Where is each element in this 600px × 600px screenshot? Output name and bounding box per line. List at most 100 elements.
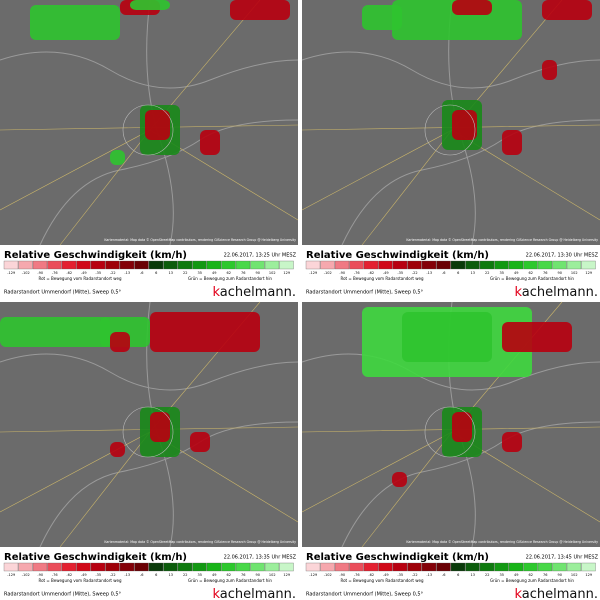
legend-label: -62 — [66, 271, 72, 275]
legend-swatch — [566, 260, 582, 270]
radar-echo — [110, 332, 130, 352]
legend-swatch — [90, 260, 106, 270]
legend-swatch — [392, 260, 408, 270]
radar-echo — [150, 312, 260, 352]
legend-swatch — [32, 562, 48, 572]
legend-label: -13 — [124, 271, 130, 275]
legend-swatch — [206, 260, 222, 270]
legend-label: -13 — [426, 271, 432, 275]
legend-label: 90 — [256, 573, 260, 577]
legend-swatch — [320, 260, 335, 270]
radar-echo — [452, 110, 477, 140]
legend-swatch — [105, 260, 120, 270]
legend-swatch — [192, 260, 207, 270]
legend-label: 62 — [529, 271, 533, 275]
legend-label: -6 — [442, 271, 446, 275]
radar-panel: Kartenmaterial: Map data © OpenStreetMap… — [301, 0, 600, 300]
legend-label: 22 — [485, 573, 489, 577]
legend-swatch — [363, 260, 379, 270]
legend-label: 35 — [500, 573, 504, 577]
legend-swatch — [61, 562, 77, 572]
legend-swatch — [552, 562, 567, 572]
legend-swatch — [508, 260, 524, 270]
brand: kachelmann. — [514, 285, 598, 300]
radar-echo — [110, 150, 125, 165]
legend-swatch — [421, 562, 437, 572]
legend-swatch — [305, 562, 321, 572]
legend-label: 102 — [571, 573, 578, 577]
legend-swatch — [177, 260, 193, 270]
legend-label: 76 — [543, 271, 547, 275]
radar-echo — [502, 130, 522, 155]
legend-label: -90 — [37, 573, 43, 577]
brand-rest: achelmann. — [220, 285, 296, 300]
legend-swatch — [32, 260, 48, 270]
legend-swatch — [235, 562, 251, 572]
legend-swatch — [378, 562, 393, 572]
legend-label: -22 — [110, 271, 116, 275]
brand-k: k — [212, 285, 220, 300]
legend-label: -22 — [412, 573, 418, 577]
attribution: Kartenmaterial: Map data © OpenStreetMap… — [104, 540, 296, 544]
legend-label: 6 — [155, 573, 157, 577]
legend-label: -76 — [354, 573, 360, 577]
legend-label: 6 — [457, 573, 459, 577]
green-note: Grün = Bewegung zum Radarstandort hin — [188, 578, 272, 583]
legend-label: 90 — [558, 271, 562, 275]
legend-swatch — [465, 260, 480, 270]
site: Radarstandort Ummendorf (Mitte), Sweep 0… — [4, 592, 122, 598]
site: Radarstandort Ummendorf (Mitte), Sweep 0… — [4, 290, 122, 296]
timestamp: 22.06.2017, 13:25 Uhr MESZ — [224, 253, 297, 259]
brand-k: k — [514, 587, 522, 600]
radar-echo — [110, 442, 125, 457]
red-note: Rot = Bewegung vom Radarstandort weg — [38, 276, 121, 281]
legend-swatch — [334, 562, 350, 572]
radar-echo — [402, 312, 492, 362]
legend-swatch — [18, 562, 33, 572]
legend-swatch — [552, 260, 567, 270]
radar-echo — [190, 432, 210, 452]
legend-label: -129 — [309, 573, 317, 577]
brand: kachelmann. — [514, 587, 598, 600]
legend-swatch — [235, 260, 251, 270]
legend-swatch — [378, 260, 393, 270]
site: Radarstandort Ummendorf (Mitte), Sweep 0… — [306, 592, 424, 598]
legend-label: -129 — [7, 271, 15, 275]
legend-swatch — [18, 260, 33, 270]
legend-swatch — [134, 260, 149, 270]
red-note: Rot = Bewegung vom Radarstandort weg — [340, 276, 423, 281]
attribution: Kartenmaterial: Map data © OpenStreetMap… — [406, 238, 598, 242]
radar-echo — [230, 0, 290, 20]
brand-rest: achelmann. — [522, 587, 598, 600]
radar-echo — [200, 130, 220, 155]
timestamp: 22.06.2017, 13:30 Uhr MESZ — [526, 253, 599, 259]
legend-swatch — [436, 562, 451, 572]
legend-swatch — [421, 260, 437, 270]
legend-title: Relative Geschwindigkeit (km/h) — [4, 552, 187, 563]
legend-swatch — [90, 562, 106, 572]
legend-swatch — [279, 562, 294, 572]
legend-label: -76 — [354, 271, 360, 275]
legend-swatch — [349, 260, 364, 270]
radar-range — [424, 104, 476, 156]
legend-swatch — [119, 562, 135, 572]
radar-echo — [362, 5, 402, 30]
legend-label: -49 — [81, 573, 87, 577]
legend-swatch — [479, 562, 495, 572]
radar-panel: Kartenmaterial: Map data © OpenStreetMap… — [301, 301, 600, 600]
radar-echo — [542, 60, 557, 80]
legend-swatch — [363, 562, 379, 572]
legend-swatch — [508, 562, 524, 572]
legend-label: 129 — [585, 271, 592, 275]
radar-range — [424, 406, 476, 458]
legend-swatch — [221, 562, 236, 572]
legend-label: 49 — [514, 271, 518, 275]
legend-label: -22 — [412, 271, 418, 275]
legend-label: 13 — [169, 573, 173, 577]
legend-label: 76 — [543, 573, 547, 577]
radar-range — [122, 406, 174, 458]
legend-title: Relative Geschwindigkeit (km/h) — [4, 250, 187, 261]
legend-label: -13 — [426, 573, 432, 577]
legend-swatch — [407, 260, 422, 270]
